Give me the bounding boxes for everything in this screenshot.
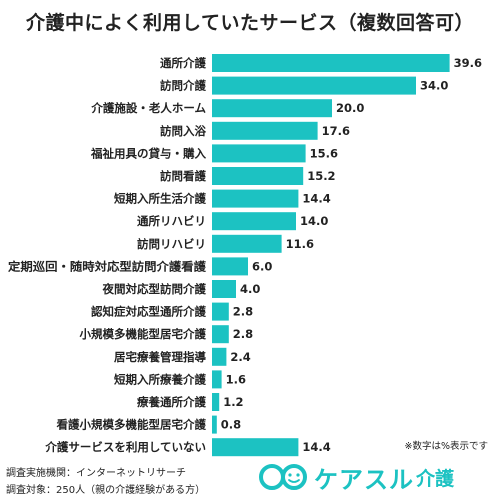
bar: [212, 234, 282, 253]
value-label: 1.6: [226, 372, 246, 386]
value-label: 2.8: [233, 305, 253, 319]
category-label: 訪問リハビリ: [137, 237, 206, 251]
category-label: 短期入所生活介護: [114, 192, 206, 206]
value-label: 15.2: [307, 169, 335, 183]
value-label: 1.2: [223, 395, 243, 409]
value-label: 14.0: [300, 214, 328, 228]
category-label: 福祉用具の貸与・購入: [90, 146, 206, 160]
category-label: 通所介護: [160, 56, 206, 70]
category-label: 認知症対応型通所介護: [91, 305, 206, 319]
bar: [212, 325, 229, 344]
bar: [212, 121, 318, 140]
value-label: 0.8: [221, 418, 241, 432]
category-label: 療養通所介護: [137, 395, 206, 409]
bar: [212, 257, 248, 276]
bar: [212, 393, 220, 411]
bar: [212, 189, 299, 208]
value-label: 14.4: [302, 192, 330, 206]
category-label: 訪問入浴: [160, 124, 206, 138]
value-label: 2.4: [230, 350, 250, 364]
logo-subtext: 介護: [416, 467, 455, 490]
bar: [212, 347, 227, 366]
bar: [212, 76, 416, 95]
value-label: 20.0: [336, 101, 364, 115]
value-label: 4.0: [240, 282, 260, 296]
category-label: 通所リハビリ: [137, 214, 206, 228]
value-label: 14.4: [302, 440, 330, 454]
bar: [212, 167, 304, 185]
category-label: 居宅療養管理指導: [114, 350, 206, 364]
value-label: 11.6: [286, 237, 314, 251]
bar: [212, 54, 450, 72]
category-label: 小規模多機能型居宅介護: [79, 327, 207, 341]
logo-text: ケアスル: [314, 465, 414, 494]
category-label: 介護施設・老人ホーム: [90, 101, 206, 115]
bar: [212, 370, 222, 389]
category-label: 短期入所療養介護: [114, 372, 206, 386]
value-label: 15.6: [310, 146, 338, 160]
category-label: 夜間対応型訪問介護: [102, 282, 207, 296]
brand-logo: ケアスル 介護: [258, 460, 454, 494]
bar: [212, 302, 229, 321]
co-mark-icon: [258, 462, 310, 492]
value-label: 2.8: [233, 327, 253, 341]
category-label: 介護サービスを利用していない: [44, 440, 206, 454]
category-label: 看護小規模多機能型居宅介護: [56, 418, 207, 432]
value-label: 34.0: [420, 79, 448, 93]
bar: [212, 99, 332, 118]
category-label: 訪問介護: [160, 79, 206, 93]
value-label: 39.6: [454, 56, 482, 70]
chart-title: 介護中によく利用していたサービス（複数回答可）: [26, 12, 474, 34]
unit-note: ※数字は%表示です: [404, 441, 489, 452]
bar: [212, 212, 296, 231]
bar: [212, 415, 217, 434]
category-label: 定期巡回・随時対応型訪問介護看護: [8, 259, 207, 273]
value-label: 6.0: [252, 259, 272, 273]
bar: [212, 280, 236, 298]
survey-target: 調査対象：250人（親の介護経験がある方）: [6, 485, 206, 496]
survey-agency: 調査実施機関：インターネットリサーチ: [6, 468, 186, 479]
value-label: 17.6: [322, 124, 350, 138]
category-label: 訪問看護: [160, 169, 206, 183]
bar: [212, 438, 299, 457]
bar: [212, 144, 306, 163]
